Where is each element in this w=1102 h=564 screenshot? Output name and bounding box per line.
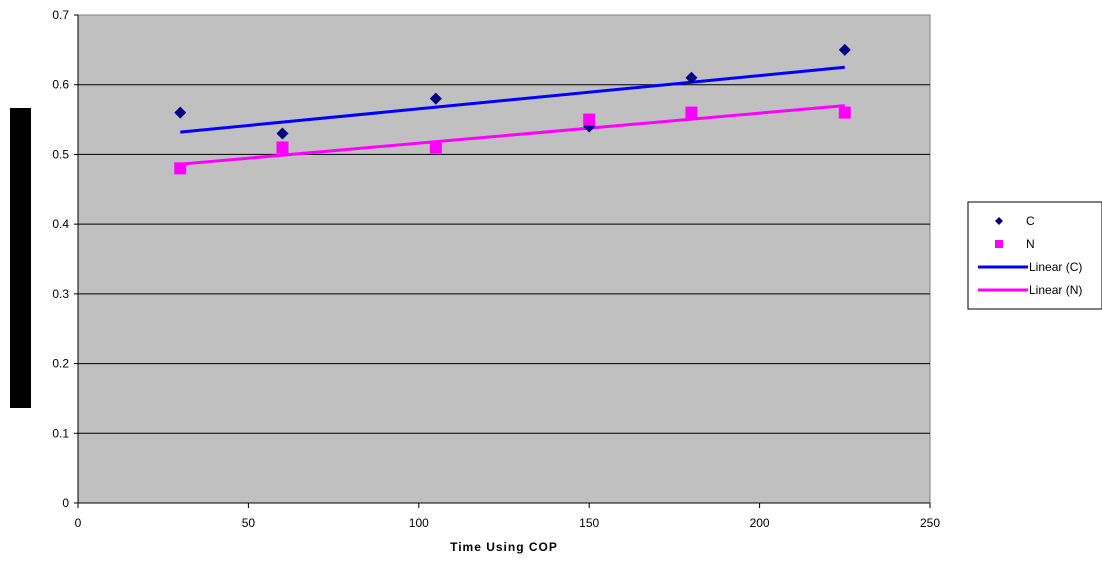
point-c [685, 71, 698, 84]
point-c [429, 92, 442, 105]
legend-item-c: C [995, 214, 1035, 228]
x-tick-label: 250 [920, 516, 940, 530]
x-tick-label: 50 [242, 516, 256, 530]
y-axis-ticks: 0 0.1 0.2 0.3 0.4 0.5 0.6 0.7 [52, 8, 78, 510]
y-axis-title-redaction [10, 108, 31, 408]
x-tick-label: 200 [750, 516, 770, 530]
trendline-n [180, 104, 845, 166]
legend-label: Linear (N) [1029, 283, 1082, 297]
point-n [583, 113, 596, 126]
legend: CN Linear (C) Linear (N) [967, 201, 1102, 310]
x-axis-title: Time Using COP [450, 540, 558, 554]
legend-marker-diamond [995, 217, 1003, 225]
y-tick-label: 0.3 [52, 287, 69, 301]
plot-area [77, 14, 931, 504]
data-points [174, 43, 851, 175]
y-tick-label: 0.4 [52, 217, 69, 231]
x-axis-ticks: 0 50 100 150 200 250 [75, 15, 940, 530]
legend-item-linear-n: Linear (N) [978, 283, 1082, 297]
y-tick-label: 0.7 [52, 8, 69, 22]
legend-label: C [1026, 214, 1035, 228]
point-c [276, 127, 289, 140]
y-tick-label: 0.5 [52, 147, 69, 161]
point-n [174, 162, 187, 175]
y-tick-label: 0.1 [52, 426, 69, 440]
gridlines [78, 84, 930, 434]
legend-label: N [1026, 237, 1035, 251]
x-tick-label: 100 [409, 516, 429, 530]
y-tick-label: 0.2 [52, 357, 69, 371]
legend-item-linear-c: Linear (C) [978, 260, 1082, 274]
point-n [276, 141, 289, 154]
point-n [838, 106, 851, 119]
legend-item-n: N [995, 237, 1035, 251]
trendline-c [180, 65, 845, 134]
y-tick-label: 0.6 [52, 78, 69, 92]
point-c [174, 106, 187, 119]
trendlines [180, 65, 845, 166]
legend-marker-square [995, 240, 1003, 248]
x-tick-label: 0 [75, 516, 82, 530]
point-n [685, 106, 698, 119]
x-tick-label: 150 [579, 516, 599, 530]
point-n [429, 141, 442, 154]
y-tick-label: 0 [62, 496, 69, 510]
point-c [838, 43, 851, 56]
legend-label: Linear (C) [1029, 260, 1082, 274]
